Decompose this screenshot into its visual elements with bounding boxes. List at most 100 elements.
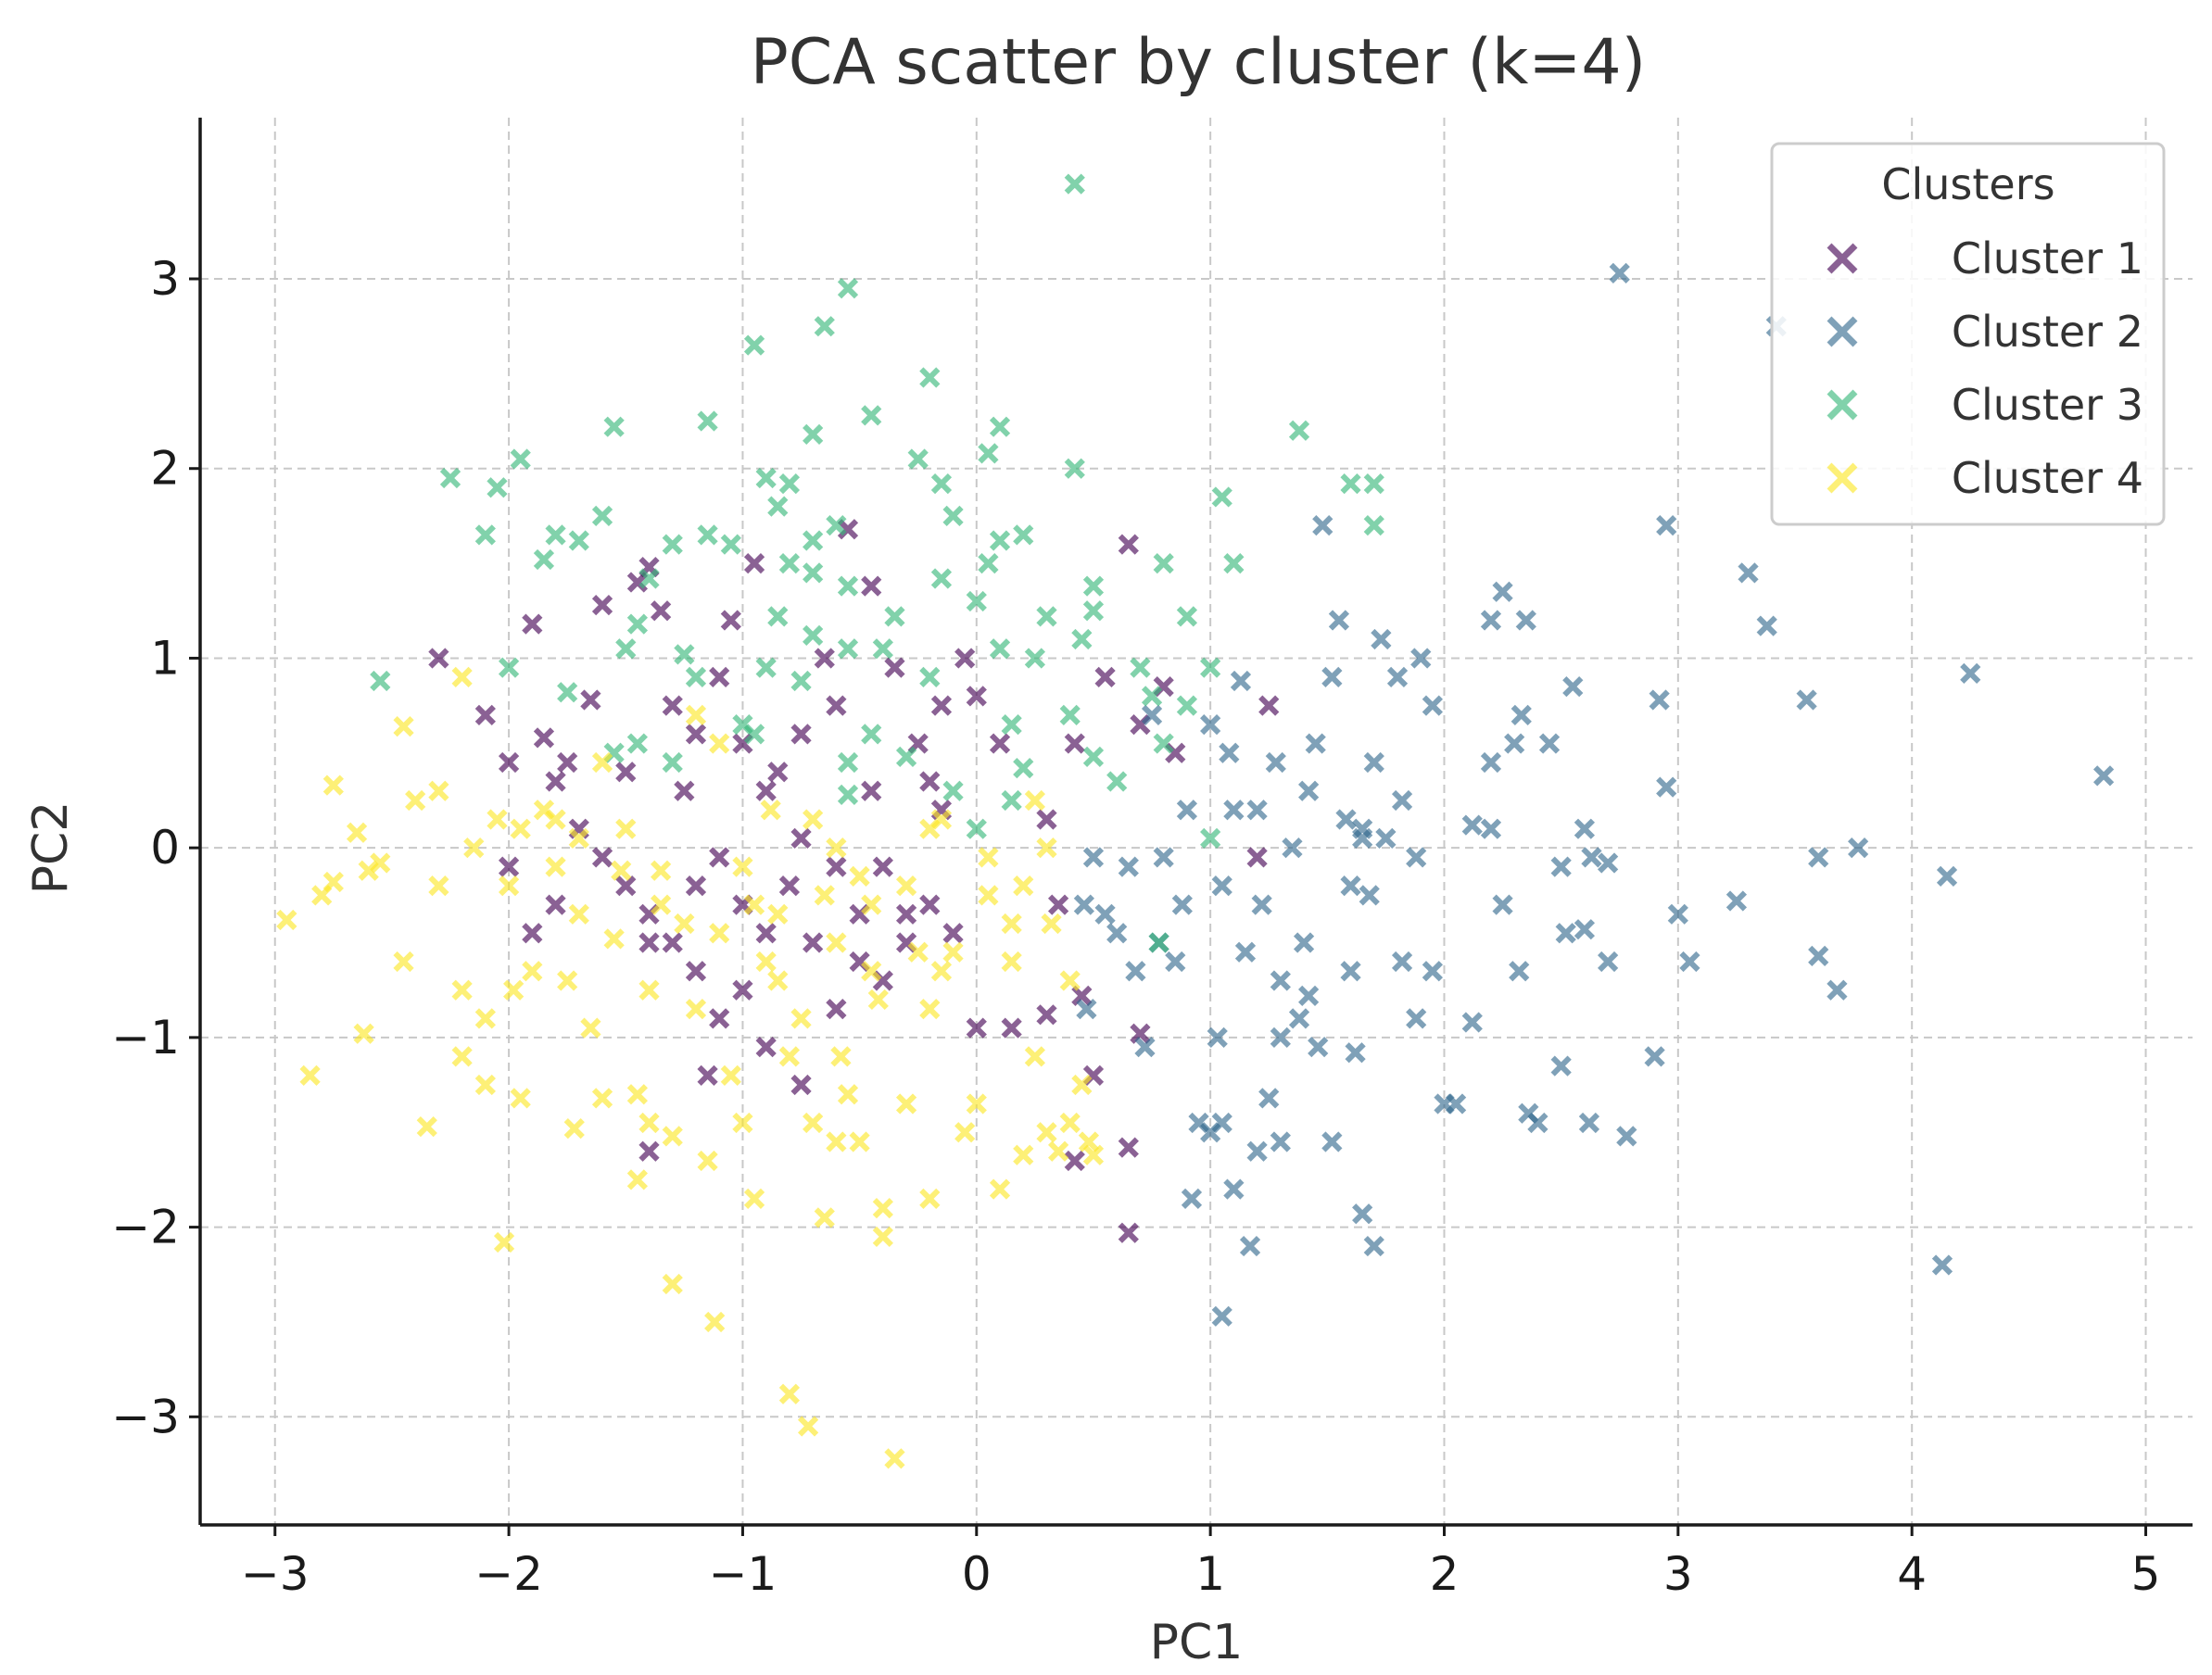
data-point [849, 865, 870, 887]
data-point [1492, 894, 1513, 915]
data-point [1130, 657, 1151, 678]
data-point [989, 1178, 1011, 1200]
data-point [451, 1046, 473, 1067]
data-point [930, 961, 953, 982]
data-point [966, 686, 987, 707]
data-point [1265, 751, 1286, 774]
data-point [743, 334, 765, 356]
data-point [1282, 838, 1303, 859]
data-point [709, 847, 730, 868]
data-point [1391, 951, 1413, 973]
data-point [803, 530, 824, 551]
data-point [1094, 666, 1116, 688]
data-point [685, 704, 707, 725]
data-point [503, 979, 525, 1001]
legend-marker-x-icon [1826, 316, 1858, 347]
data-point [1153, 733, 1174, 754]
y-axis-label: PC2 [23, 801, 79, 895]
data-point [1153, 552, 1174, 574]
data-point [797, 1416, 819, 1437]
data-point [872, 1226, 893, 1247]
data-point [1141, 686, 1163, 707]
data-point [1118, 1222, 1139, 1243]
data-point [662, 1273, 683, 1295]
data-point [1656, 776, 1677, 798]
data-point [814, 1207, 835, 1228]
data-point [1796, 689, 1817, 711]
data-point [591, 751, 613, 774]
data-point [545, 894, 566, 915]
data-point [1200, 657, 1221, 678]
data-point [1073, 894, 1094, 915]
data-point [1574, 818, 1596, 839]
data-point [790, 670, 812, 692]
data-point [439, 467, 461, 489]
data-point [522, 613, 543, 635]
data-point [1386, 666, 1409, 688]
data-point [1538, 733, 1561, 754]
data-point [803, 562, 824, 584]
data-point [346, 822, 368, 843]
data-point [709, 1008, 730, 1029]
data-point [989, 638, 1011, 660]
data-point [849, 1131, 870, 1152]
data-point [568, 530, 589, 551]
data-point [545, 771, 566, 792]
data-point [978, 847, 999, 868]
data-point [1219, 742, 1240, 763]
data-point [1230, 670, 1252, 692]
data-point [1848, 838, 1869, 859]
data-point [1181, 1188, 1203, 1210]
data-point [1616, 1126, 1637, 1147]
y-tick-label: 1 [150, 631, 180, 685]
data-point [533, 727, 555, 749]
data-point [919, 367, 941, 388]
data-point [743, 1188, 765, 1210]
legend-label: Cluster 1 [1952, 233, 2143, 283]
data-point [895, 746, 917, 768]
data-point [1082, 1144, 1105, 1165]
data-point [790, 1074, 812, 1096]
y-tick-label: −1 [111, 1011, 180, 1064]
series-cluster-2 [1073, 262, 2115, 1327]
data-point [358, 860, 379, 881]
x-tick-label: 4 [1897, 1547, 1927, 1601]
data-point [1598, 951, 1619, 973]
data-point [498, 856, 520, 877]
data-point [732, 1112, 753, 1134]
data-point [1562, 676, 1584, 698]
data-point [1321, 1131, 1343, 1152]
data-point [895, 1093, 917, 1115]
x-tick-label: 3 [1663, 1547, 1693, 1601]
data-point [1667, 903, 1688, 925]
data-point [662, 1126, 683, 1147]
data-point [1171, 894, 1193, 915]
data-point [790, 724, 812, 745]
data-point [322, 775, 344, 796]
data-point [826, 856, 847, 877]
data-point [1078, 1131, 1100, 1152]
data-point [591, 505, 613, 527]
data-point [837, 575, 859, 597]
data-point [1082, 575, 1105, 597]
data-point [1041, 913, 1062, 935]
series-cluster-3 [370, 173, 1384, 953]
data-point [662, 932, 683, 953]
data-point [803, 1112, 824, 1134]
data-point [709, 733, 730, 754]
data-point [1223, 552, 1245, 574]
data-point [626, 1084, 649, 1105]
data-point [826, 838, 847, 859]
data-point [732, 856, 753, 877]
data-point [1211, 486, 1232, 508]
data-point [545, 809, 566, 830]
data-point [1555, 923, 1576, 944]
data-point [872, 856, 893, 877]
data-point [1258, 695, 1280, 716]
data-point [1036, 838, 1057, 859]
data-point [1223, 800, 1245, 821]
data-point [1352, 1203, 1373, 1225]
data-point [767, 606, 789, 627]
data-point [743, 552, 765, 574]
